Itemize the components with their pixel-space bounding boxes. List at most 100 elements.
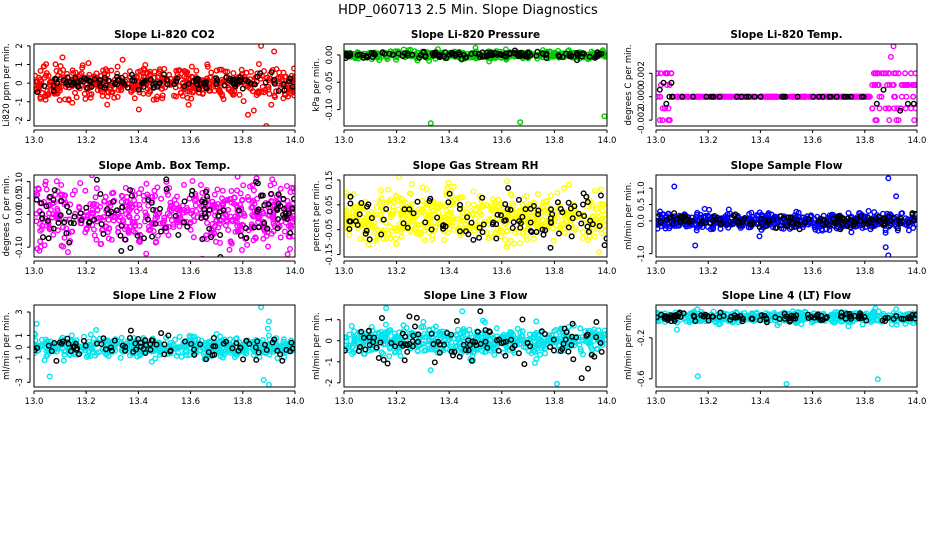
overlay-point <box>167 348 174 355</box>
data-point <box>547 192 554 199</box>
data-point <box>799 214 806 221</box>
overlay-point <box>556 53 563 60</box>
overlay-point <box>515 196 522 203</box>
data-point <box>656 225 661 232</box>
data-point <box>576 341 583 348</box>
data-point <box>532 222 539 229</box>
overlay-point <box>197 80 204 87</box>
x-tick-label: 13.4 <box>440 267 459 277</box>
data-point <box>180 181 187 188</box>
overlay-point <box>208 234 215 241</box>
overlay-point <box>597 192 604 199</box>
overlay-point <box>505 184 512 191</box>
outlier-point <box>265 318 272 325</box>
overlay-point <box>185 80 192 87</box>
data-point <box>373 235 380 242</box>
overlay-point <box>67 348 74 355</box>
overlay-point <box>50 196 57 203</box>
data-point <box>153 238 160 245</box>
overlay-point <box>870 216 877 223</box>
data-point <box>470 188 477 195</box>
data-point <box>355 225 362 232</box>
data-point <box>603 336 607 343</box>
data-point <box>228 240 235 247</box>
overlay-point <box>210 335 217 342</box>
overlay-point <box>383 205 390 212</box>
data-point <box>152 355 159 362</box>
outlier-point <box>258 305 265 311</box>
data-point <box>83 353 90 360</box>
data-point <box>885 105 892 112</box>
overlay-point <box>429 50 436 57</box>
data-point <box>851 93 858 100</box>
data-point <box>275 221 282 228</box>
overlay-point <box>160 71 167 78</box>
data-point <box>42 181 49 188</box>
data-point <box>369 223 376 230</box>
data-point <box>884 81 891 88</box>
data-point <box>372 211 379 218</box>
data-point <box>472 215 479 222</box>
y-tick-label: 3 <box>15 309 25 314</box>
data-point <box>101 198 108 205</box>
overlay-point <box>897 107 904 114</box>
data-point <box>163 178 170 185</box>
data-point <box>159 219 166 226</box>
data-point <box>693 227 700 234</box>
overlay-point <box>472 50 479 57</box>
overlay-point <box>229 345 236 352</box>
overlay-point <box>59 338 66 345</box>
x-tick-label: 13.6 <box>492 267 511 277</box>
overlay-point <box>498 212 505 219</box>
overlay-point <box>567 205 574 212</box>
overlay-point <box>880 86 887 93</box>
data-point <box>52 61 59 68</box>
data-point <box>560 185 567 192</box>
data-point <box>255 215 262 222</box>
overlay-point <box>144 216 151 223</box>
overlay-point <box>210 343 217 350</box>
overlay-point <box>50 82 57 89</box>
panel-title: Slope Line 2 Flow <box>113 290 217 302</box>
overlay-point <box>445 199 452 206</box>
outlier-point <box>885 175 892 182</box>
data-point <box>241 349 248 356</box>
data-point <box>710 225 717 232</box>
data-point <box>37 67 44 74</box>
data-point <box>97 241 104 248</box>
overlay-point <box>366 236 373 243</box>
overlay-point <box>163 186 170 193</box>
data-point <box>516 240 523 247</box>
y-axis-label: kPa per min. <box>312 58 322 111</box>
overlay-point <box>288 339 295 346</box>
data-point <box>426 338 433 345</box>
x-tick-label: 13.6 <box>803 136 822 146</box>
overlay-point <box>794 216 801 223</box>
data-point <box>889 81 896 88</box>
data-point <box>857 210 864 217</box>
x-tick-label: 13.0 <box>335 267 354 277</box>
data-point <box>446 202 453 209</box>
data-point <box>36 247 43 254</box>
data-point <box>365 347 372 354</box>
overlay-point <box>596 222 603 229</box>
overlay-point <box>757 93 764 100</box>
data-point <box>146 88 153 95</box>
data-point <box>105 235 112 242</box>
data-point <box>206 84 213 91</box>
overlay-point <box>247 80 254 87</box>
data-point <box>443 207 450 214</box>
data-point <box>54 188 61 195</box>
data-point <box>869 81 876 88</box>
data-point <box>677 93 684 100</box>
overlay-point <box>134 232 141 239</box>
data-point <box>493 325 500 332</box>
overlay-point <box>703 93 710 100</box>
overlay-point <box>96 80 103 87</box>
overlay-point <box>78 217 85 224</box>
data-point <box>153 96 160 103</box>
overlay-point <box>362 230 369 237</box>
data-point <box>219 187 226 194</box>
overlay-point <box>127 244 134 251</box>
